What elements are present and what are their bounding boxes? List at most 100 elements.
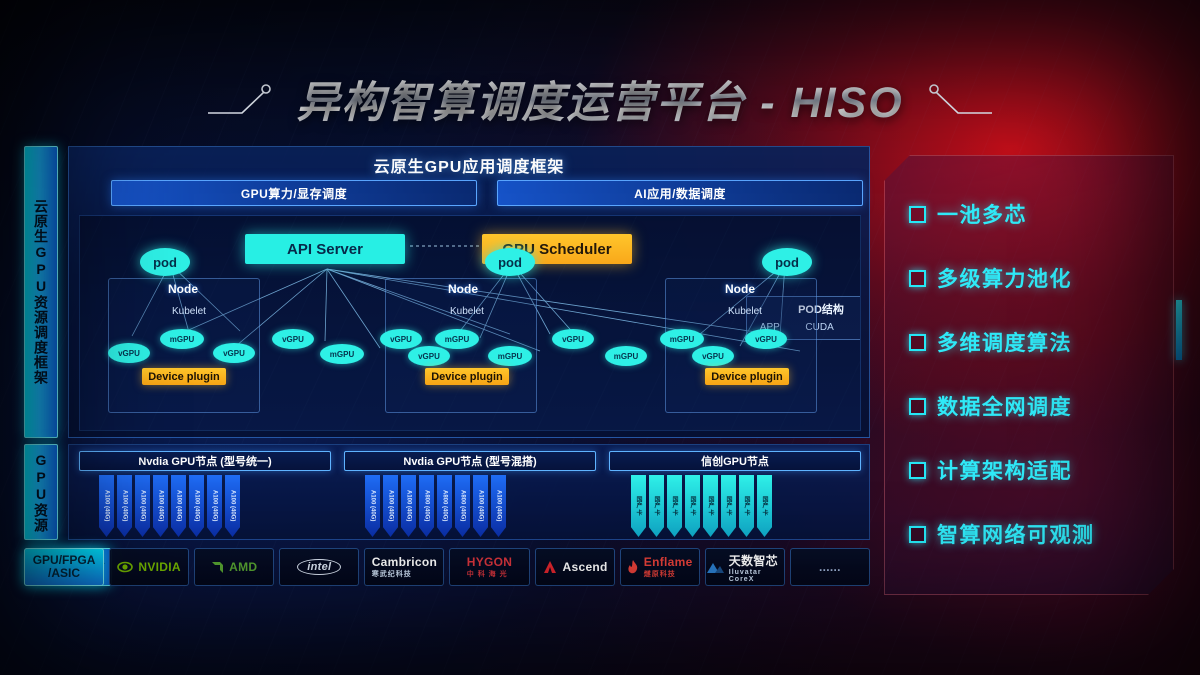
gpu-ellipse-vgpu[interactable]: vGPU	[745, 329, 787, 349]
checkbox-square-icon	[909, 526, 926, 543]
iluvatar-mountain-icon	[706, 561, 724, 574]
feature-item[interactable]: 计算架构适配	[909, 438, 1173, 502]
topbar-gpu-compute[interactable]: GPU算力/显存调度	[111, 180, 477, 206]
gpu-card-label: A100 (40G)	[369, 490, 376, 522]
gpu-card-label: A100 (40G)	[477, 490, 484, 522]
gpu-card[interactable]: A800 (40G)	[437, 475, 452, 537]
gpu-card-label: A100 (40G)	[405, 490, 412, 522]
gpu-ellipse-mgpu[interactable]: mGPU	[435, 329, 479, 349]
gpu-card-label: 国产 卡	[707, 496, 713, 516]
gpu-card[interactable]: 国产 卡	[721, 475, 736, 537]
node-label: Node	[725, 282, 755, 296]
vendor-logo-intel[interactable]: intel	[279, 548, 360, 586]
gpu-card[interactable]: A100 (40G)	[473, 475, 488, 537]
pod-ellipse[interactable]: pod	[485, 248, 535, 276]
gpu-card[interactable]: 国产 卡	[685, 475, 700, 537]
vendor-logo-enflame[interactable]: Enflame 燧原科技	[619, 548, 700, 586]
pod-ellipse[interactable]: pod	[140, 248, 190, 276]
gpu-card[interactable]: A100 (40G)	[171, 475, 186, 537]
checkbox-square-icon	[909, 462, 926, 479]
hardware-category-text: GPU/FPGA/ASIC	[32, 553, 96, 580]
gpu-card[interactable]: A100 (40G)	[365, 475, 380, 537]
gpu-card-label: A100 (40G)	[103, 490, 110, 522]
feature-item-label: 多维调度算法	[937, 332, 1072, 355]
title-bar: 异构智算调度运营平台 - HISO	[0, 68, 1200, 130]
feature-item-label: 数据全网调度	[937, 396, 1072, 419]
gpu-card[interactable]: A100 (40G)	[207, 475, 222, 537]
gpu-card[interactable]: A100 (40G)	[153, 475, 168, 537]
vendor-logo-[interactable]: ......	[789, 548, 870, 586]
gpu-ellipse-mgpu[interactable]: mGPU	[660, 329, 704, 349]
gpu-card-label: 国产 卡	[725, 496, 731, 516]
feature-item[interactable]: 多维调度算法	[909, 310, 1173, 374]
vendor-name: Ascend	[562, 560, 608, 574]
feature-highlight-panel: 一池多芯多级算力池化 多维调度算法 数据全网调度 计算架构适配智算网络可观测	[884, 155, 1174, 595]
gpu-card[interactable]: 国产 卡	[757, 475, 772, 537]
node-group-label: 信创GPU节点	[609, 451, 861, 471]
gpu-card[interactable]: A100 (40G)	[225, 475, 240, 537]
gpu-card[interactable]: A100 (40G)	[189, 475, 204, 537]
enflame-flame-icon	[627, 560, 639, 574]
vendor-logo-nvidia[interactable]: NVIDIA	[109, 548, 190, 586]
api-server-box[interactable]: API Server	[245, 234, 405, 264]
gpu-card[interactable]: 国产 卡	[739, 475, 754, 537]
pod-layer-umd: UMD	[859, 322, 860, 333]
feature-item-label: 计算架构适配	[937, 460, 1072, 483]
device-plugin-button[interactable]: Device plugin	[142, 368, 226, 385]
gpu-card-label: 国产 卡	[743, 496, 749, 516]
gpu-ellipse-vgpu[interactable]: vGPU	[552, 329, 594, 349]
gpu-card[interactable]: A800 (40G)	[455, 475, 470, 537]
gpu-card-label: 国产 卡	[689, 496, 695, 516]
topbar-ai-data[interactable]: AI应用/数据调度	[497, 180, 863, 206]
vendor-logo-hygon[interactable]: HYGON 中 科 海 光	[449, 548, 530, 586]
framework-inner-canvas: API Server GPU Scheduler POD结构 APP CUDA …	[79, 215, 861, 431]
feature-item[interactable]: 智算网络可观测	[909, 502, 1173, 566]
gpu-card-label: A100 (40G)	[211, 490, 218, 522]
gpu-card[interactable]: A100 (40G)	[401, 475, 416, 537]
gpu-ellipse-vgpu[interactable]: vGPU	[380, 329, 422, 349]
gpu-card-label: A100 (40G)	[229, 490, 236, 522]
gpu-ellipse-vgpu[interactable]: vGPU	[272, 329, 314, 349]
gpu-ellipse-mgpu[interactable]: mGPU	[320, 344, 364, 364]
feature-item[interactable]: 一池多芯	[909, 182, 1173, 246]
checkbox-square-icon	[909, 398, 926, 415]
feature-item-label: 多级算力池化	[937, 268, 1072, 291]
gpu-card[interactable]: 国产 卡	[667, 475, 682, 537]
gpu-card-label: A100 (40G)	[193, 490, 200, 522]
vendor-logo-ascend[interactable]: Ascend	[534, 548, 615, 586]
gpu-card-label: A100 (40G)	[157, 490, 164, 522]
feature-item[interactable]: 数据全网调度	[909, 374, 1173, 438]
vendor-logo-cambricon[interactable]: Cambricon 寒武纪科技	[364, 548, 445, 586]
architecture-board: 云原生GPU资源调度框架 GPU资源 GPU/FPGA/ASIC 云原生GPU应…	[24, 144, 870, 596]
gpu-card-label: 国产 卡	[761, 496, 767, 516]
gpu-ellipse-vgpu[interactable]: vGPU	[692, 346, 734, 366]
gpu-ellipse-mgpu[interactable]: mGPU	[160, 329, 204, 349]
gpu-card-label: A800 (40G)	[459, 490, 466, 522]
cloud-native-framework-panel: 云原生GPU应用调度框架 GPU算力/显存调度 AI应用/数据调度	[68, 146, 870, 438]
gpu-card-label: 国产 卡	[653, 496, 659, 516]
gpu-ellipse-vgpu[interactable]: vGPU	[108, 343, 150, 363]
device-plugin-button[interactable]: Device plugin	[705, 368, 789, 385]
vendor-subtitle: 燧原科技	[643, 571, 676, 578]
vendor-name: ......	[818, 560, 841, 574]
gpu-card[interactable]: A100 (40G)	[99, 475, 114, 537]
gpu-ellipse-mgpu[interactable]: mGPU	[488, 346, 532, 366]
gpu-card[interactable]: A800 (40G)	[419, 475, 434, 537]
node-group-label: Nvdia GPU节点 (型号混搭)	[344, 451, 596, 471]
gpu-card[interactable]: 国产 卡	[631, 475, 646, 537]
device-plugin-button[interactable]: Device plugin	[425, 368, 509, 385]
gpu-card[interactable]: A100 (40G)	[135, 475, 150, 537]
gpu-ellipse-vgpu[interactable]: vGPU	[408, 346, 450, 366]
gpu-ellipse-vgpu[interactable]: vGPU	[213, 343, 255, 363]
nvidia-eye-icon	[117, 561, 134, 573]
gpu-card[interactable]: 国产 卡	[703, 475, 718, 537]
feature-item[interactable]: 多级算力池化	[909, 246, 1173, 310]
vendor-logo-[interactable]: 天数智芯 Iluvatar CoreX	[704, 548, 785, 586]
vendor-logo-amd[interactable]: AMD	[194, 548, 275, 586]
gpu-card[interactable]: 国产 卡	[649, 475, 664, 537]
gpu-card[interactable]: A100 (40G)	[383, 475, 398, 537]
gpu-card[interactable]: A100 (40G)	[491, 475, 506, 537]
gpu-ellipse-vgpu[interactable]: mGPU	[605, 346, 647, 366]
gpu-card[interactable]: A100 (40G)	[117, 475, 132, 537]
pod-ellipse[interactable]: pod	[762, 248, 812, 276]
